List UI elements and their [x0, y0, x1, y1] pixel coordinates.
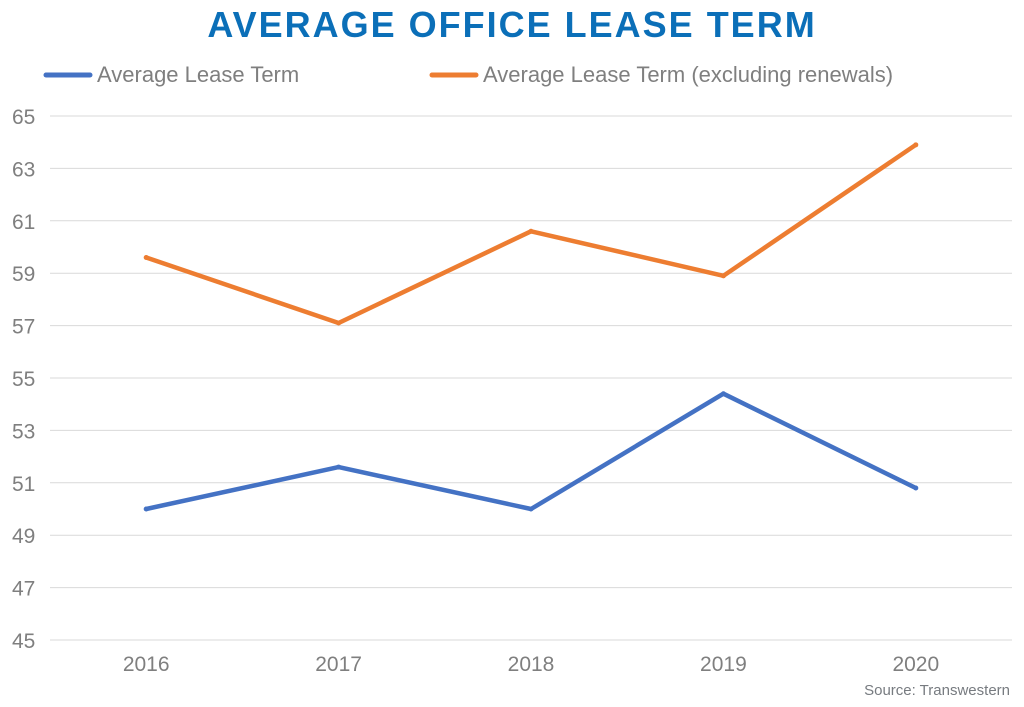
legend-label-2: Average Lease Term (excluding renewals)	[483, 62, 893, 87]
data-point	[336, 464, 342, 470]
series-line-2	[143, 142, 919, 326]
x-axis-ticks: 2016 2017 2018 2019 2020	[123, 653, 939, 676]
data-point	[913, 142, 919, 148]
y-tick-label: 59	[12, 263, 35, 286]
y-tick-label: 51	[12, 473, 35, 496]
y-tick-label: 57	[12, 316, 35, 339]
x-tick-label: 2019	[700, 653, 747, 676]
source-note: Source: Transwestern	[864, 682, 1010, 699]
y-tick-label: 45	[12, 630, 35, 653]
x-tick-label: 2017	[315, 653, 362, 676]
data-point	[720, 391, 726, 397]
chart-title: AVERAGE OFFICE LEASE TERM	[207, 4, 817, 45]
legend: Average Lease Term Average Lease Term (ex…	[43, 62, 893, 87]
y-tick-label: 53	[12, 420, 35, 443]
data-point	[336, 320, 342, 326]
data-point	[528, 228, 534, 234]
x-tick-label: 2018	[508, 653, 555, 676]
data-point	[143, 506, 149, 512]
y-tick-label: 55	[12, 368, 35, 391]
data-point	[913, 485, 919, 491]
y-tick-label: 61	[12, 211, 35, 234]
legend-label-1: Average Lease Term	[97, 62, 299, 87]
y-tick-label: 47	[12, 578, 35, 601]
y-tick-label: 65	[12, 106, 35, 129]
data-point	[528, 506, 534, 512]
data-point	[143, 254, 149, 260]
data-point	[720, 273, 726, 279]
gridlines	[50, 115, 1012, 641]
series-lines	[143, 142, 919, 512]
x-tick-label: 2020	[892, 653, 939, 676]
series-line-1	[143, 391, 919, 512]
y-tick-label: 63	[12, 158, 35, 181]
y-axis-ticks: 45 47 49 51 53 55 57 59 61 63 65	[12, 106, 35, 653]
x-tick-label: 2016	[123, 653, 170, 676]
y-tick-label: 49	[12, 525, 35, 548]
